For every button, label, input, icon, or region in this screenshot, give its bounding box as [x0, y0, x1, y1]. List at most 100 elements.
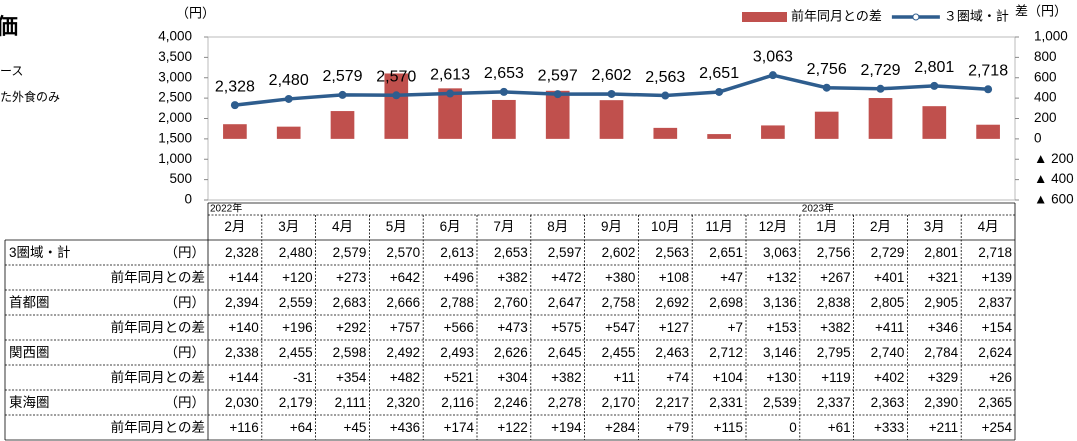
- table-cell: 2,111: [335, 395, 367, 410]
- table-cell: +346: [928, 320, 958, 335]
- table-cell: +472: [551, 270, 581, 285]
- table-cell: 2,570: [386, 245, 420, 260]
- table-cell: 2,666: [386, 295, 420, 310]
- table-cell: 2,756: [817, 245, 851, 260]
- table-cell: 2,246: [494, 395, 528, 410]
- y-tick-label: 1,000: [158, 151, 192, 166]
- bar: [976, 124, 1000, 139]
- table-cell: 2,837: [978, 295, 1012, 310]
- table-cell: 3,063: [763, 245, 797, 260]
- bar: [814, 111, 839, 139]
- table-cell: +122: [497, 420, 527, 435]
- data-label: 2,729: [860, 62, 900, 79]
- table-cell: 2,320: [386, 395, 420, 410]
- table-cell: +132: [766, 270, 796, 285]
- bar: [492, 99, 516, 139]
- bar: [545, 90, 570, 139]
- y-tick-label: 2,500: [158, 90, 192, 105]
- y2-tick-label: ▲ 200: [1034, 151, 1074, 166]
- y2-tick-label: 1,000: [1034, 29, 1068, 44]
- row-label: 東海圏: [9, 395, 50, 410]
- table-cell: +140: [228, 320, 258, 335]
- table-cell: +130: [766, 370, 796, 385]
- legend-label: 前年同月との差: [791, 8, 882, 23]
- data-label: 2,801: [914, 59, 954, 76]
- table-cell: 2,563: [655, 245, 689, 260]
- table-cell: 0: [789, 420, 797, 435]
- x-tick-label: 7月: [493, 219, 514, 234]
- table-cell: +254: [982, 420, 1013, 435]
- x-tick-label: 8月: [547, 219, 568, 234]
- table-cell: +304: [497, 370, 528, 385]
- bar: [599, 100, 624, 139]
- table-cell: 2,653: [494, 245, 528, 260]
- row-unit: （円）: [165, 245, 206, 260]
- table-cell: +482: [390, 370, 420, 385]
- row-label: 関西圏: [9, 345, 50, 360]
- table-cell: 2,328: [225, 245, 259, 260]
- table-cell: 2,795: [817, 345, 851, 360]
- x-tick-label: 4月: [978, 219, 999, 234]
- legend-label: ３圏域・計: [944, 8, 1009, 23]
- table-cell: +108: [659, 270, 689, 285]
- table-cell: 2,179: [279, 395, 313, 410]
- table-cell: 2,613: [440, 245, 474, 260]
- point: [876, 84, 885, 93]
- point: [715, 87, 724, 96]
- x-tick-label: 2月: [870, 219, 891, 234]
- table-cell: +127: [659, 320, 689, 335]
- bar: [438, 88, 462, 139]
- table-cell: +273: [336, 270, 366, 285]
- table-cell: 2,394: [225, 295, 259, 310]
- table-cell: 2,645: [548, 345, 582, 360]
- row-unit: （円）: [165, 345, 206, 360]
- bar: [384, 73, 409, 139]
- table-cell: +119: [821, 370, 850, 385]
- row-label: 前年同月との差: [111, 419, 205, 435]
- table-cell: +473: [497, 320, 527, 335]
- y-axis-label: （円）: [176, 5, 215, 20]
- table-cell: +380: [605, 270, 635, 285]
- y-tick-label: 1,500: [158, 130, 192, 145]
- table-cell: +284: [605, 420, 636, 435]
- bar: [330, 111, 355, 139]
- table-cell: +115: [714, 420, 743, 435]
- table-cell: +104: [713, 370, 744, 385]
- table-cell: +64: [290, 420, 313, 435]
- table-cell: 2,455: [602, 345, 636, 360]
- data-label: 2,570: [376, 68, 416, 85]
- table-cell: 2,651: [709, 245, 743, 260]
- data-label: 2,579: [322, 68, 362, 85]
- x-tick-label: 1月: [816, 219, 837, 234]
- y-tick-label: 4,000: [158, 29, 192, 44]
- table-cell: 2,760: [494, 295, 528, 310]
- y2-tick-label: 0: [1034, 130, 1042, 145]
- table-cell: +153: [766, 320, 796, 335]
- table-cell: 2,116: [441, 395, 474, 410]
- y2-tick-label: 200: [1034, 110, 1057, 125]
- y2-axis-label: 差（円）: [1015, 3, 1067, 18]
- table-cell: +267: [820, 270, 850, 285]
- table-cell: 2,624: [978, 345, 1012, 360]
- table-cell: +575: [551, 320, 581, 335]
- table-cell: +194: [551, 420, 582, 435]
- table-cell: +61: [828, 420, 851, 435]
- table-cell: 2,539: [763, 395, 797, 410]
- bar: [276, 126, 301, 139]
- year-label: 2023年: [802, 202, 834, 215]
- data-label: 2,613: [430, 67, 470, 84]
- table-cell: +321: [928, 270, 958, 285]
- point: [446, 89, 455, 98]
- x-tick-label: 9月: [601, 219, 622, 234]
- table-cell: +11: [613, 370, 635, 385]
- table-cell: 2,801: [924, 245, 958, 260]
- table-cell: 2,598: [333, 345, 367, 360]
- row-unit: （円）: [165, 395, 206, 410]
- table-cell: 2,390: [924, 395, 958, 410]
- table-cell: 2,712: [709, 345, 743, 360]
- x-tick-label: 4月: [332, 219, 353, 234]
- table-cell: +436: [390, 420, 420, 435]
- y-tick-label: 0: [184, 192, 192, 207]
- point: [338, 90, 347, 99]
- table-cell: 2,647: [548, 295, 582, 310]
